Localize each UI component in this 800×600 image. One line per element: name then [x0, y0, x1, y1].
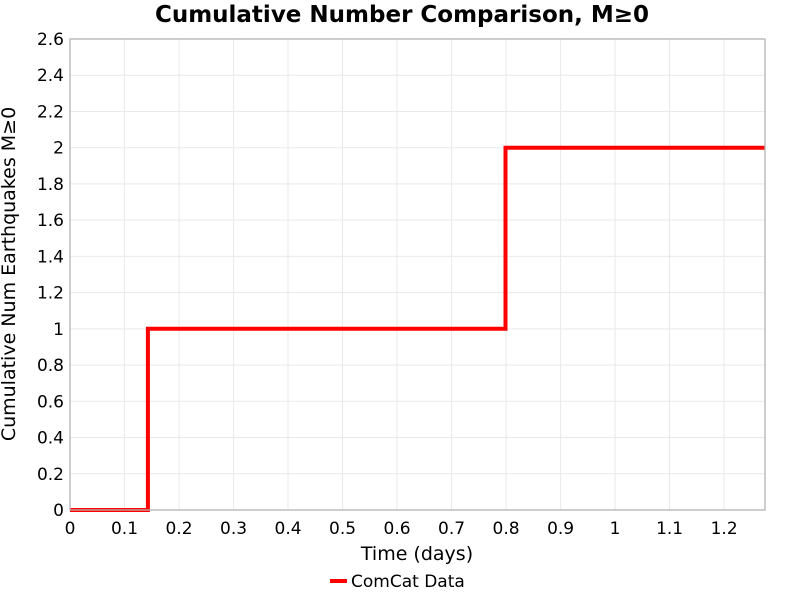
svg-text:0.1: 0.1 — [111, 519, 138, 539]
svg-text:0.4: 0.4 — [275, 519, 302, 539]
svg-text:0.6: 0.6 — [37, 392, 64, 412]
svg-text:1.8: 1.8 — [37, 175, 64, 195]
svg-text:0.3: 0.3 — [220, 519, 247, 539]
svg-text:0.7: 0.7 — [438, 519, 465, 539]
svg-text:2.2: 2.2 — [37, 102, 64, 122]
svg-text:0: 0 — [65, 519, 76, 539]
svg-text:2.6: 2.6 — [37, 30, 64, 50]
plot-border — [69, 38, 766, 511]
svg-text:0.4: 0.4 — [37, 429, 64, 449]
svg-text:0.8: 0.8 — [37, 356, 64, 376]
svg-text:1: 1 — [610, 519, 621, 539]
svg-text:2: 2 — [53, 139, 64, 159]
svg-text:0.2: 0.2 — [37, 465, 64, 485]
y-axis-label: Cumulative Num Earthquakes M≥0 — [0, 107, 20, 441]
svg-text:1: 1 — [53, 320, 64, 340]
svg-text:2.4: 2.4 — [37, 66, 64, 86]
grid-layer — [69, 38, 765, 511]
svg-text:1.6: 1.6 — [37, 211, 64, 231]
legend-label: ComCat Data — [351, 572, 465, 592]
svg-text:1.2: 1.2 — [711, 519, 738, 539]
x-tick-labels: 0 0.1 0.2 0.3 0.4 0.5 0.6 0.7 0.8 0.9 1 1.1 1.2 — [65, 519, 738, 539]
legend: ComCat Data — [330, 572, 465, 592]
svg-text:1.1: 1.1 — [656, 519, 683, 539]
y-tick-labels: 0 0.2 0.4 0.6 0.8 1 1.2 1.4 1.6 1.8 2 2.2 2.4 2.6 — [37, 30, 64, 521]
svg-text:1.4: 1.4 — [37, 247, 64, 267]
svg-text:0.2: 0.2 — [165, 519, 192, 539]
chart-title: Cumulative Number Comparison, M≥0 — [155, 2, 649, 28]
svg-text:0.5: 0.5 — [329, 519, 356, 539]
svg-text:0.6: 0.6 — [384, 519, 411, 539]
svg-text:1.2: 1.2 — [37, 284, 64, 304]
svg-text:0.8: 0.8 — [493, 519, 520, 539]
svg-text:0: 0 — [53, 501, 64, 521]
svg-text:0.9: 0.9 — [547, 519, 574, 539]
x-axis-label: Time (days) — [360, 543, 473, 565]
